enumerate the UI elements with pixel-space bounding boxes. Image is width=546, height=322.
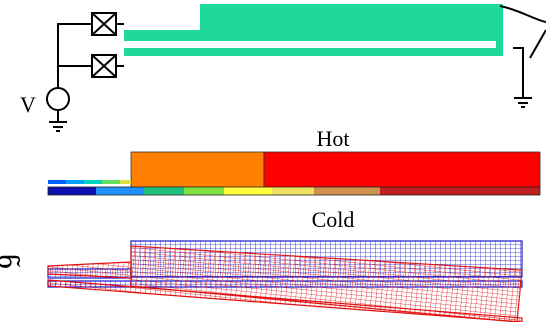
- crossed-box-icon: [91, 12, 117, 36]
- thin-arm-strip: [48, 180, 131, 184]
- ground-icon: [514, 97, 532, 108]
- hot-arm-hot-segment: [263, 151, 541, 189]
- cold-label: Cold: [312, 207, 355, 232]
- circuit-wire: [116, 23, 124, 67]
- voltage-label: V: [20, 92, 36, 117]
- hot-label: Hot: [317, 126, 350, 151]
- ground-icon: [49, 121, 67, 132]
- actuator-beam: [124, 4, 503, 56]
- voltage-source-icon: [46, 87, 70, 111]
- mesh-deformation: [47, 240, 523, 322]
- circuit-wire: [499, 5, 546, 23]
- circuit-schematic: V: [20, 4, 546, 132]
- circuit-wire: [57, 23, 92, 88]
- crossed-box-icon: [91, 54, 117, 78]
- thermal-simulation: [47, 151, 541, 196]
- circuit-wire: [513, 29, 546, 98]
- hot-arm-warm-segment: [130, 151, 265, 189]
- clipped-edge-glyph: ნ: [0, 254, 21, 269]
- cold-arm-strip: [47, 186, 541, 196]
- deformed-mesh: [47, 261, 523, 322]
